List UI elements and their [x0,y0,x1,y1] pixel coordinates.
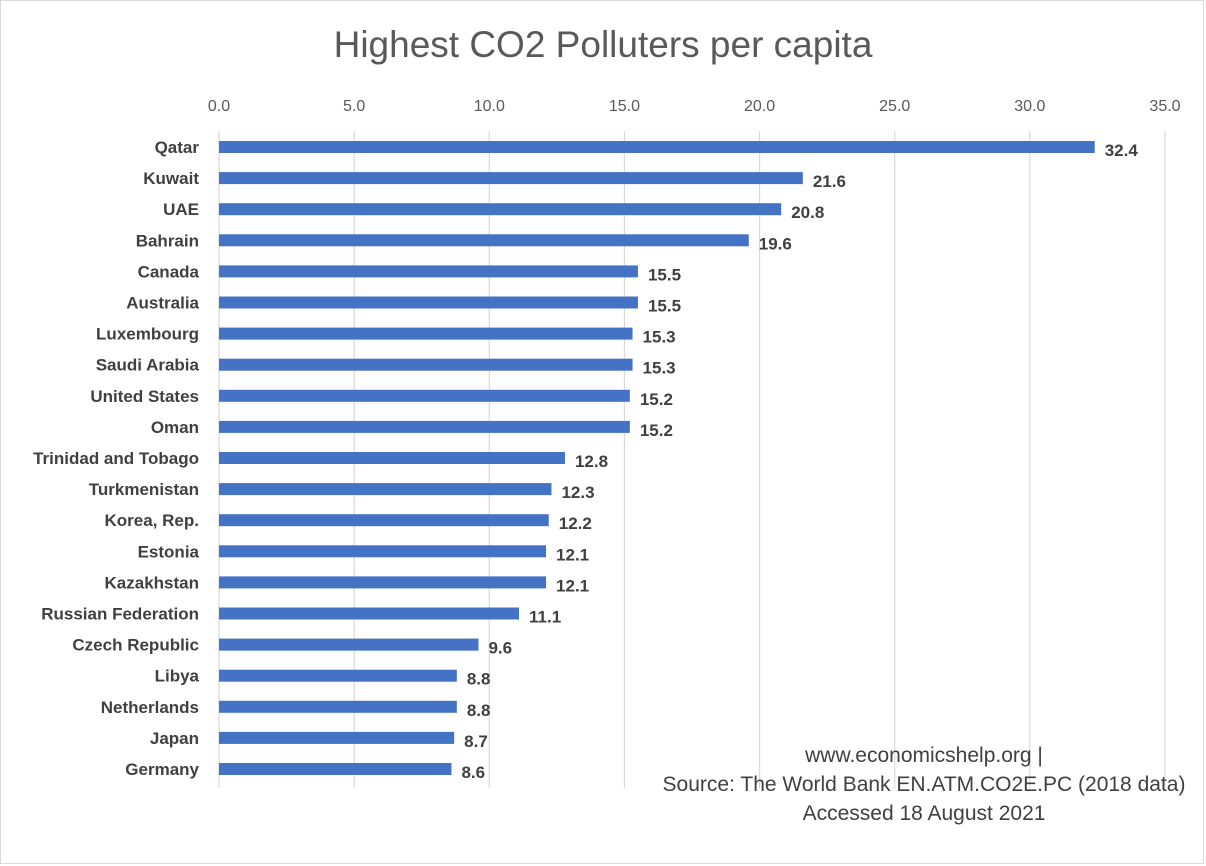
bar [219,731,455,744]
category-label: Oman [151,418,199,437]
x-tick-label: 30.0 [1014,98,1045,115]
x-tick-label: 10.0 [474,98,505,115]
data-labels: 32.4 21.6 20.8 19.6 15.5 15.5 15.3 15.3 15.2 15.2… [461,141,1138,782]
data-label: 19.6 [759,234,792,253]
category-label: Trinidad and Tobago [33,449,199,468]
data-label: 15.5 [648,265,681,284]
x-tick-label: 5.0 [343,98,365,115]
category-label: Turkmenistan [89,480,199,499]
bar [219,296,638,309]
category-label: Japan [150,729,199,748]
bar [219,514,549,527]
category-label: Canada [138,262,200,281]
bar [219,763,452,775]
bar [219,607,520,620]
category-label: Netherlands [101,698,199,717]
category-label: Libya [155,667,200,686]
y-axis-category-labels: Qatar Kuwait UAE Bahrain Canada Australia Luxe… [33,138,199,779]
source-line-1: www.economicshelp.org | [805,744,1043,767]
bar [219,576,547,589]
category-label: Czech Republic [72,636,199,655]
category-label: Saudi Arabia [96,356,200,375]
data-label: 9.6 [488,639,512,658]
bar [219,420,630,433]
chart-title: Highest CO2 Polluters per capita [333,24,873,65]
category-label: Kazakhstan [105,573,199,592]
bar [219,452,565,464]
data-label: 12.2 [559,514,592,533]
category-label: Qatar [155,138,200,157]
bar [219,389,630,402]
x-tick-label: 25.0 [879,98,910,115]
data-label: 15.3 [643,328,676,347]
bar [219,203,782,216]
data-label: 8.6 [461,763,485,782]
x-axis-tick-labels: 0.0 5.0 10.0 15.0 20.0 25.0 30.0 35.0 [208,98,1181,115]
data-label: 12.8 [575,452,608,471]
data-label: 15.2 [640,390,673,409]
source-line-3: Accessed 18 August 2021 [802,802,1046,825]
category-label: Russian Federation [41,605,199,624]
bar [219,265,638,278]
data-label: 12.3 [561,483,594,502]
data-label: 21.6 [813,172,846,191]
data-label: 20.8 [791,203,824,222]
source-line-2: Source: The World Bank EN.ATM.CO2E.PC (2… [662,773,1186,796]
source-note: www.economicshelp.org | Source: The Worl… [640,741,1206,828]
category-label: United States [90,387,199,406]
bar [219,358,633,371]
category-label: Bahrain [136,231,199,250]
category-label: Luxembourg [96,325,199,344]
data-label: 8.8 [467,670,491,689]
data-label: 8.8 [467,701,491,720]
bar [219,638,479,651]
category-label: Australia [126,294,199,313]
category-label: Germany [125,760,199,779]
data-label: 15.3 [643,359,676,378]
x-tick-label: 20.0 [744,98,775,115]
bar [219,172,803,185]
bar [219,483,552,496]
bar [219,141,1095,153]
category-label: Kuwait [143,169,199,188]
bar [219,700,457,713]
data-label: 12.1 [556,545,589,564]
x-tick-label: 35.0 [1149,98,1180,115]
data-label: 32.4 [1105,141,1139,160]
bars [219,141,1095,775]
category-label: UAE [163,200,199,219]
data-label: 11.1 [529,608,561,627]
bar [219,327,633,340]
data-label: 15.5 [648,297,681,316]
x-tick-label: 15.0 [609,98,640,115]
category-label: Estonia [138,542,200,561]
data-label: 12.1 [556,576,589,595]
data-label: 8.7 [464,732,488,751]
data-label: 15.2 [640,421,673,440]
bar [219,545,547,558]
category-label: Korea, Rep. [105,511,199,530]
x-tick-label: 0.0 [208,98,230,115]
bar [219,234,749,247]
bar [219,669,457,682]
